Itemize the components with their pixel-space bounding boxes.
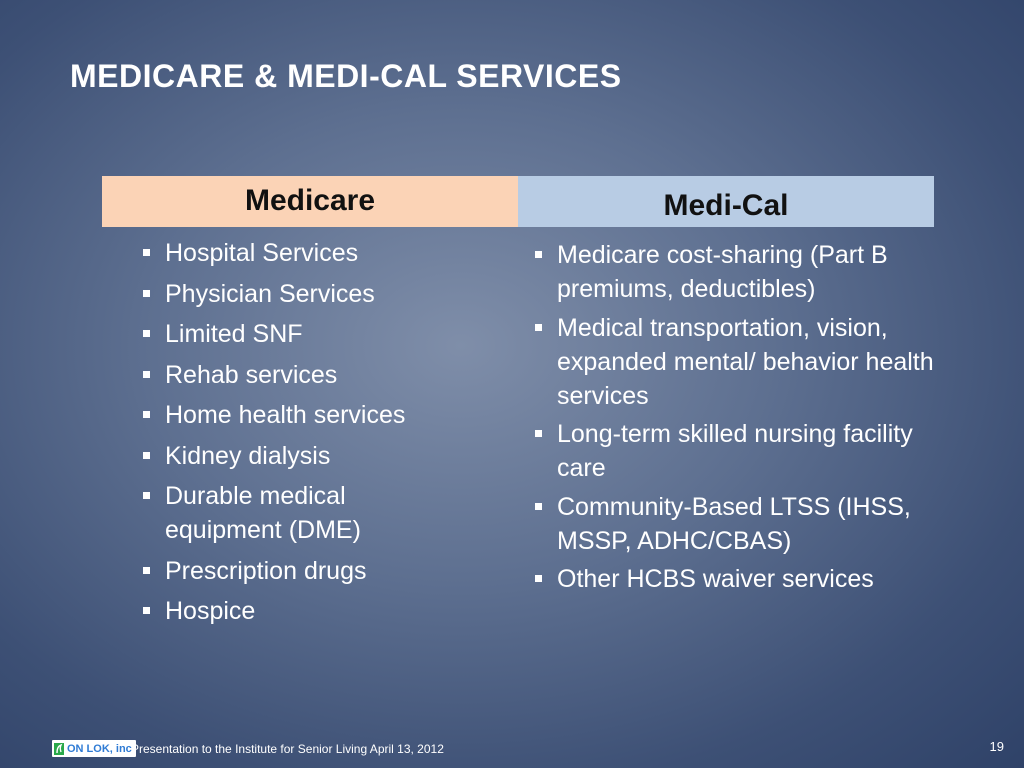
list-item: Physician Services: [140, 277, 510, 311]
list-item-text: Prescription drugs: [165, 556, 367, 585]
list-item: Medical transportation, vision, expanded…: [532, 311, 942, 413]
list-item: Medicare cost-sharing (Part B premiums, …: [532, 238, 942, 306]
on-lok-logo: ON LOK, inc: [52, 740, 136, 757]
on-lok-logo-icon: [54, 742, 64, 755]
list-item: Durable medical equipment (DME): [140, 479, 425, 547]
slide-title: MEDICARE & MEDI-CAL SERVICES: [70, 58, 622, 94]
list-item-text: Rehab services: [165, 360, 338, 389]
square-bullet-icon: [143, 607, 150, 614]
list-item-text: Physician Services: [165, 279, 375, 308]
list-item-text: Limited SNF: [165, 320, 303, 348]
square-bullet-icon: [143, 451, 150, 459]
medicare-header: Medicare: [102, 176, 518, 227]
list-item: Community-Based LTSS (IHSS, MSSP, ADHC/C…: [532, 490, 942, 558]
square-bullet-icon: [535, 251, 542, 258]
square-bullet-icon: [143, 289, 150, 297]
medi-cal-header: Medi-Cal: [518, 176, 934, 227]
list-item: Prescription drugs: [140, 554, 510, 588]
list-item-text: Medical transportation, vision, expanded…: [557, 313, 934, 410]
list-item: Other HCBS waiver services: [532, 562, 942, 596]
list-item-text: Other HCBS waiver services: [557, 565, 874, 593]
square-bullet-icon: [143, 249, 150, 256]
square-bullet-icon: [535, 430, 542, 437]
list-item: Limited SNF: [140, 317, 510, 351]
list-item-text: Long-term skilled nursing facility care: [557, 420, 913, 482]
square-bullet-icon: [535, 323, 542, 331]
square-bullet-icon: [143, 411, 150, 418]
list-item: Hospice: [140, 594, 510, 628]
list-item-text: Community-Based LTSS (IHSS, MSSP, ADHC/C…: [557, 492, 911, 555]
list-item: Kidney dialysis: [140, 439, 510, 473]
square-bullet-icon: [143, 330, 150, 337]
table-header-row: Medicare Medi-Cal: [102, 176, 934, 227]
list-item-text: Hospice: [165, 597, 256, 625]
square-bullet-icon: [143, 566, 150, 574]
footer-presentation-text: Presentation to the Institute for Senior…: [131, 742, 444, 756]
list-item-text: Kidney dialysis: [165, 441, 331, 470]
page-number: 19: [989, 739, 1004, 754]
square-bullet-icon: [535, 502, 542, 510]
list-item-text: Medicare cost-sharing (Part B premiums, …: [557, 241, 888, 303]
square-bullet-icon: [535, 575, 542, 582]
medicare-services-list: Hospital Services Physician Services Lim…: [140, 236, 510, 635]
list-item: Long-term skilled nursing facility care: [532, 417, 942, 485]
logo-text: ON LOK, inc: [67, 742, 132, 755]
medi-cal-services-list: Medicare cost-sharing (Part B premiums, …: [532, 238, 942, 601]
square-bullet-icon: [143, 492, 150, 499]
list-item: Hospital Services: [140, 236, 510, 270]
list-item: Home health services: [140, 398, 510, 432]
square-bullet-icon: [143, 370, 150, 378]
list-item-text: Hospital Services: [165, 239, 359, 267]
list-item-text: Durable medical equipment (DME): [165, 482, 361, 544]
list-item-text: Home health services: [165, 401, 406, 429]
list-item: Rehab services: [140, 358, 510, 392]
